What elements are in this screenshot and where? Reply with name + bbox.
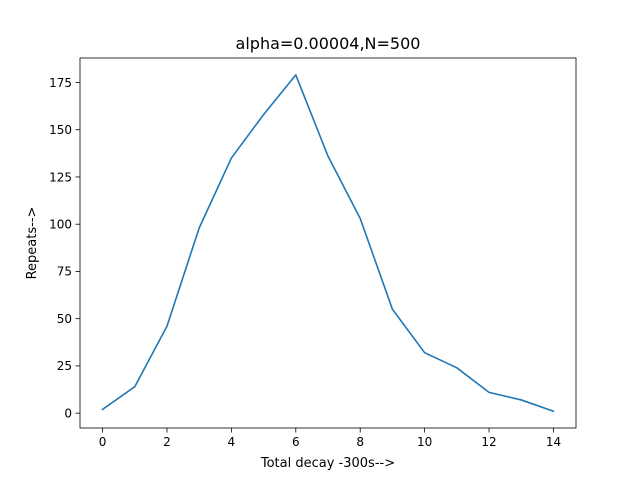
chart-title: alpha=0.00004,N=500	[236, 34, 421, 53]
x-tick-label: 8	[356, 435, 364, 449]
y-tick-label: 75	[57, 265, 72, 279]
y-tick-label: 25	[57, 359, 72, 373]
y-tick-label: 175	[49, 76, 72, 90]
y-axis: 0 25 50 75 100 125 150 175	[49, 76, 80, 420]
series-layer	[101, 74, 555, 413]
x-tick-label: 12	[481, 435, 496, 449]
plot-area: 0 2 4 6 8 10 12 14 0 25 50 75 100 125 150 175	[49, 57, 577, 449]
y-tick-label: 50	[57, 312, 72, 326]
y-tick-label: 125	[49, 170, 72, 184]
x-axis-label: Total decay -300s-->	[260, 456, 395, 471]
y-tick-label: 150	[49, 123, 72, 137]
y-axis-label: Repeats-->	[25, 207, 40, 280]
x-tick-label: 10	[417, 435, 432, 449]
y-tick-label: 100	[49, 217, 72, 231]
x-tick-label: 6	[292, 435, 300, 449]
x-tick-label: 0	[99, 435, 107, 449]
series-line-0	[101, 74, 555, 413]
x-tick-label: 2	[163, 435, 171, 449]
x-tick-label: 14	[546, 435, 561, 449]
y-tick-label: 0	[64, 406, 72, 420]
plot-frame	[79, 57, 577, 429]
x-tick-label: 4	[228, 435, 236, 449]
x-axis: 0 2 4 6 8 10 12 14	[99, 428, 561, 449]
